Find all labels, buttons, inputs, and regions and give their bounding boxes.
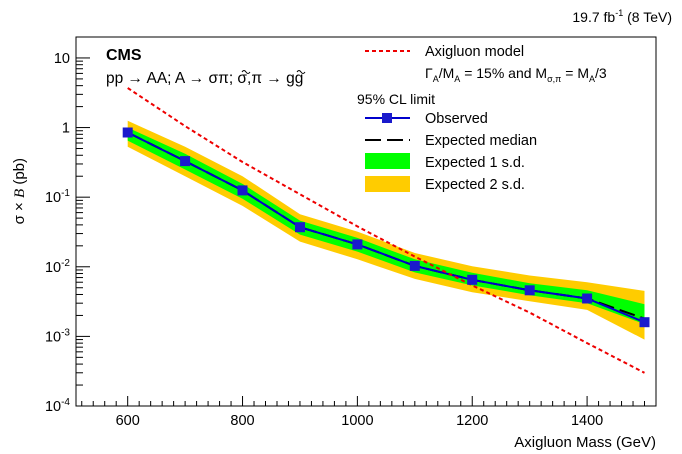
- y-tick-label: 10: [54, 51, 70, 67]
- x-tick-label: 1000: [341, 413, 373, 429]
- observed-point: [295, 222, 305, 233]
- x-tick-label: 1400: [571, 413, 603, 429]
- observed-point: [122, 127, 133, 138]
- legend-model-params: ΓA/MA = 15% and Mσ,π = MA/3: [425, 65, 607, 84]
- legend-observed-marker: [382, 113, 392, 123]
- x-tick-label: 1200: [456, 413, 488, 429]
- pi-tilde-marks: [241, 70, 306, 74]
- observed-point: [237, 185, 248, 196]
- y-axis-title: σ × B (pb): [11, 158, 28, 224]
- axis-ticks: 600 800 1000 1200 1400 10-4 10-3 10-2 10-1 1 10: [45, 36, 657, 429]
- y-tick-label: 10-4: [45, 397, 70, 415]
- x-tick-label: 600: [116, 413, 140, 429]
- data-series: [122, 87, 650, 374]
- plot-frame: [75, 36, 657, 407]
- y-tick-label: 10-3: [45, 327, 70, 345]
- observed-point: [180, 156, 191, 167]
- legend-2sd-swatch: [365, 176, 410, 192]
- observed-point: [352, 239, 363, 250]
- luminosity-label: 19.7 fb-1 (8 TeV): [572, 8, 672, 25]
- legend: Axigluon model ΓA/MA = 15% and Mσ,π = MA…: [357, 44, 607, 193]
- uncertainty-bands: [127, 120, 645, 340]
- band-1sd: [127, 127, 645, 325]
- legend-2sd-label: Expected 2 s.d.: [425, 177, 525, 193]
- tilde-mark-1: [241, 70, 251, 74]
- observed-point: [467, 274, 478, 285]
- plot-border: [75, 36, 657, 407]
- legend-model-label: Axigluon model: [425, 44, 524, 60]
- observed-point: [524, 285, 535, 296]
- legend-limit-header: 95% CL limit: [357, 91, 435, 107]
- legend-expected-label: Expected median: [425, 133, 537, 149]
- legend-1sd-swatch: [365, 153, 410, 169]
- y-tick-label: 10-1: [45, 188, 70, 206]
- experiment-label: CMS: [106, 47, 142, 64]
- x-axis-title: Axigluon Mass (GeV): [514, 434, 656, 451]
- observed-point: [409, 260, 420, 271]
- observed-point: [582, 293, 593, 304]
- observed-line: [127, 131, 645, 324]
- axigluon-model-line: [127, 87, 645, 374]
- y-tick-label: 10-2: [45, 258, 70, 276]
- x-tick-label: 800: [230, 413, 254, 429]
- y-tick-label: 1: [62, 121, 70, 137]
- observed-point: [639, 317, 650, 328]
- legend-observed-label: Observed: [425, 111, 488, 127]
- legend-1sd-label: Expected 1 s.d.: [425, 155, 525, 171]
- process-label: pp → AA; A → σπ; σ,π → gg: [106, 70, 303, 87]
- tilde-mark-2: [296, 70, 306, 74]
